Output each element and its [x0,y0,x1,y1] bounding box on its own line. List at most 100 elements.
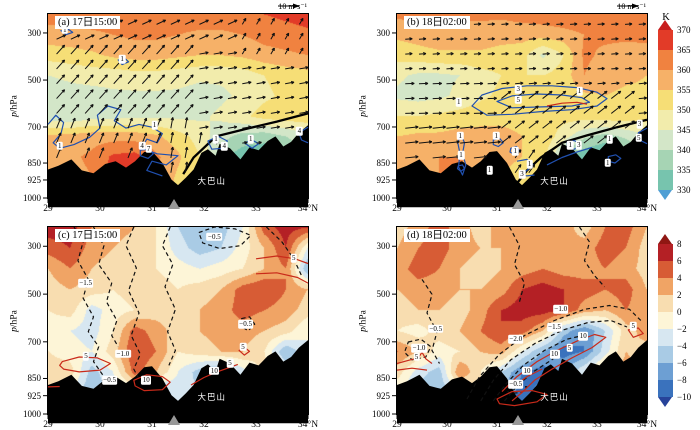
panel-title: (c) 17日15:00 [55,229,121,242]
contour-line [508,226,526,302]
contour-label: 3 [518,170,526,179]
mountain-label: 大巴山 [197,392,227,403]
colorbar-tick-label: 335 [677,165,691,175]
contour-line [496,390,548,407]
y-axis-label-unit: /hPa [9,95,20,113]
colorbar-arrow-bottom [658,397,672,407]
colorbar-tick-label: −10 [677,392,692,402]
contour-label: 1 [151,121,158,130]
y-axis-label: p/hPa [10,291,23,351]
wind-reference-vector: 10 m·s⁻¹ [617,2,646,11]
colorbar-segment [658,70,673,90]
x-axis-tick-label: 33 [592,204,602,214]
terrain [397,125,647,208]
contour-label: −1.5 [77,278,94,288]
contour-label: 4 [138,141,146,150]
y-axis-tick-label: 925 [376,390,391,401]
contour-label: 1 [61,25,69,34]
contour-label: 1 [493,131,500,141]
colorbar-tick-label: 360 [677,65,691,75]
x-axis-tick-label: 32 [199,420,209,430]
contour-line [457,134,467,176]
contour-line [480,319,628,402]
colorbar-tick-label: −4 [677,341,687,351]
contour-label: 5 [635,133,642,142]
contour-line [73,226,105,388]
contour-label: 1 [604,158,611,167]
x-axis-tick-label: 34°N [636,420,658,430]
contour-label: 1 [247,134,255,144]
panel-a-overlay [43,17,309,208]
colorbar-tick-label: −6 [677,358,687,368]
colorbar-segment [658,312,673,329]
contour-label: −2.0 [507,334,524,344]
contour-label: 1 [56,141,63,150]
contour-line [133,374,171,392]
contour-label: −1.5 [546,322,563,332]
contour-line [504,358,554,402]
y-axis-label: p/hPa [10,76,23,136]
y-axis-tick-label: 300 [27,241,42,252]
colorbar-tick-label: 0 [677,307,682,317]
y-axis-label: p/hPa [359,76,372,136]
contour-label: 3 [575,141,582,150]
colorbar-tick-label: 4 [677,273,682,283]
colorbar-segment [658,30,673,50]
colorbar-segment [658,50,673,70]
colorbar-segment [658,363,673,380]
axis-ticks [392,245,648,419]
front-line [182,112,309,175]
contour-line [421,279,441,364]
colorbar-tick-label: 340 [677,145,691,155]
terrain [48,125,308,208]
contour-line [265,226,303,276]
y-axis-label-p: p [358,326,369,332]
y-axis-tick-label: 850 [27,158,42,169]
contour-line [47,105,179,177]
colorbar-theta-unit: K [662,12,670,23]
contour-label: 5 [226,358,234,368]
contour-label: 1 [486,166,493,175]
colorbar-tick-label: 345 [677,125,691,135]
wind-reference-vector: 10 m·s⁻¹ [278,2,307,11]
contour-label: 3 [636,120,643,129]
x-axis-tick-label: 32 [199,204,209,214]
colorbar-segment [658,329,673,346]
colorbar-segment [658,380,673,397]
contour-line [466,304,642,400]
colorbar-tick-label: −2 [677,324,687,334]
colorbar-arrow-top [658,20,672,30]
panel-d: (d) 18日02:00 p/hPa 大巴山 −0.5 −1.0 5 −2.0 −1.5… [359,226,657,430]
y-axis-tick-label: 850 [27,373,42,384]
y-axis-label-unit: /hPa [358,309,369,327]
mountain-label: 大巴山 [197,176,227,187]
contour-label: −0.5 [237,319,254,329]
x-axis-tick-label: 30 [95,204,105,214]
contour-label: 1 [457,151,465,160]
contour-label: −0.5 [507,379,524,389]
contour-label: 10 [209,366,220,376]
mountain-label: 大巴山 [540,176,569,187]
reference-arrow-icon [278,3,301,9]
y-axis-tick-label: 500 [376,75,391,86]
contour-label: 1 [212,134,220,144]
x-axis-tick-label: 33 [251,420,261,430]
location-marker-triangle [167,415,180,425]
colorbar-segment [658,130,673,150]
panel-title: (b) 18日02:00 [404,16,470,29]
colorbar-segment [658,110,673,130]
contour-line [298,126,309,144]
colorbar-segment [658,170,673,190]
wind-vectors [56,17,309,173]
terrain [397,340,647,424]
contour-label: 1 [118,54,126,64]
panel-title: (d) 18日02:00 [404,229,470,242]
contour-label: 10 [522,366,532,376]
x-axis-tick-label: 30 [442,204,452,214]
colorbar-tick-label: 370 [677,25,691,35]
panel-d-overlay [392,226,648,424]
contour-line [396,351,433,365]
colorbar-segment [658,90,673,110]
